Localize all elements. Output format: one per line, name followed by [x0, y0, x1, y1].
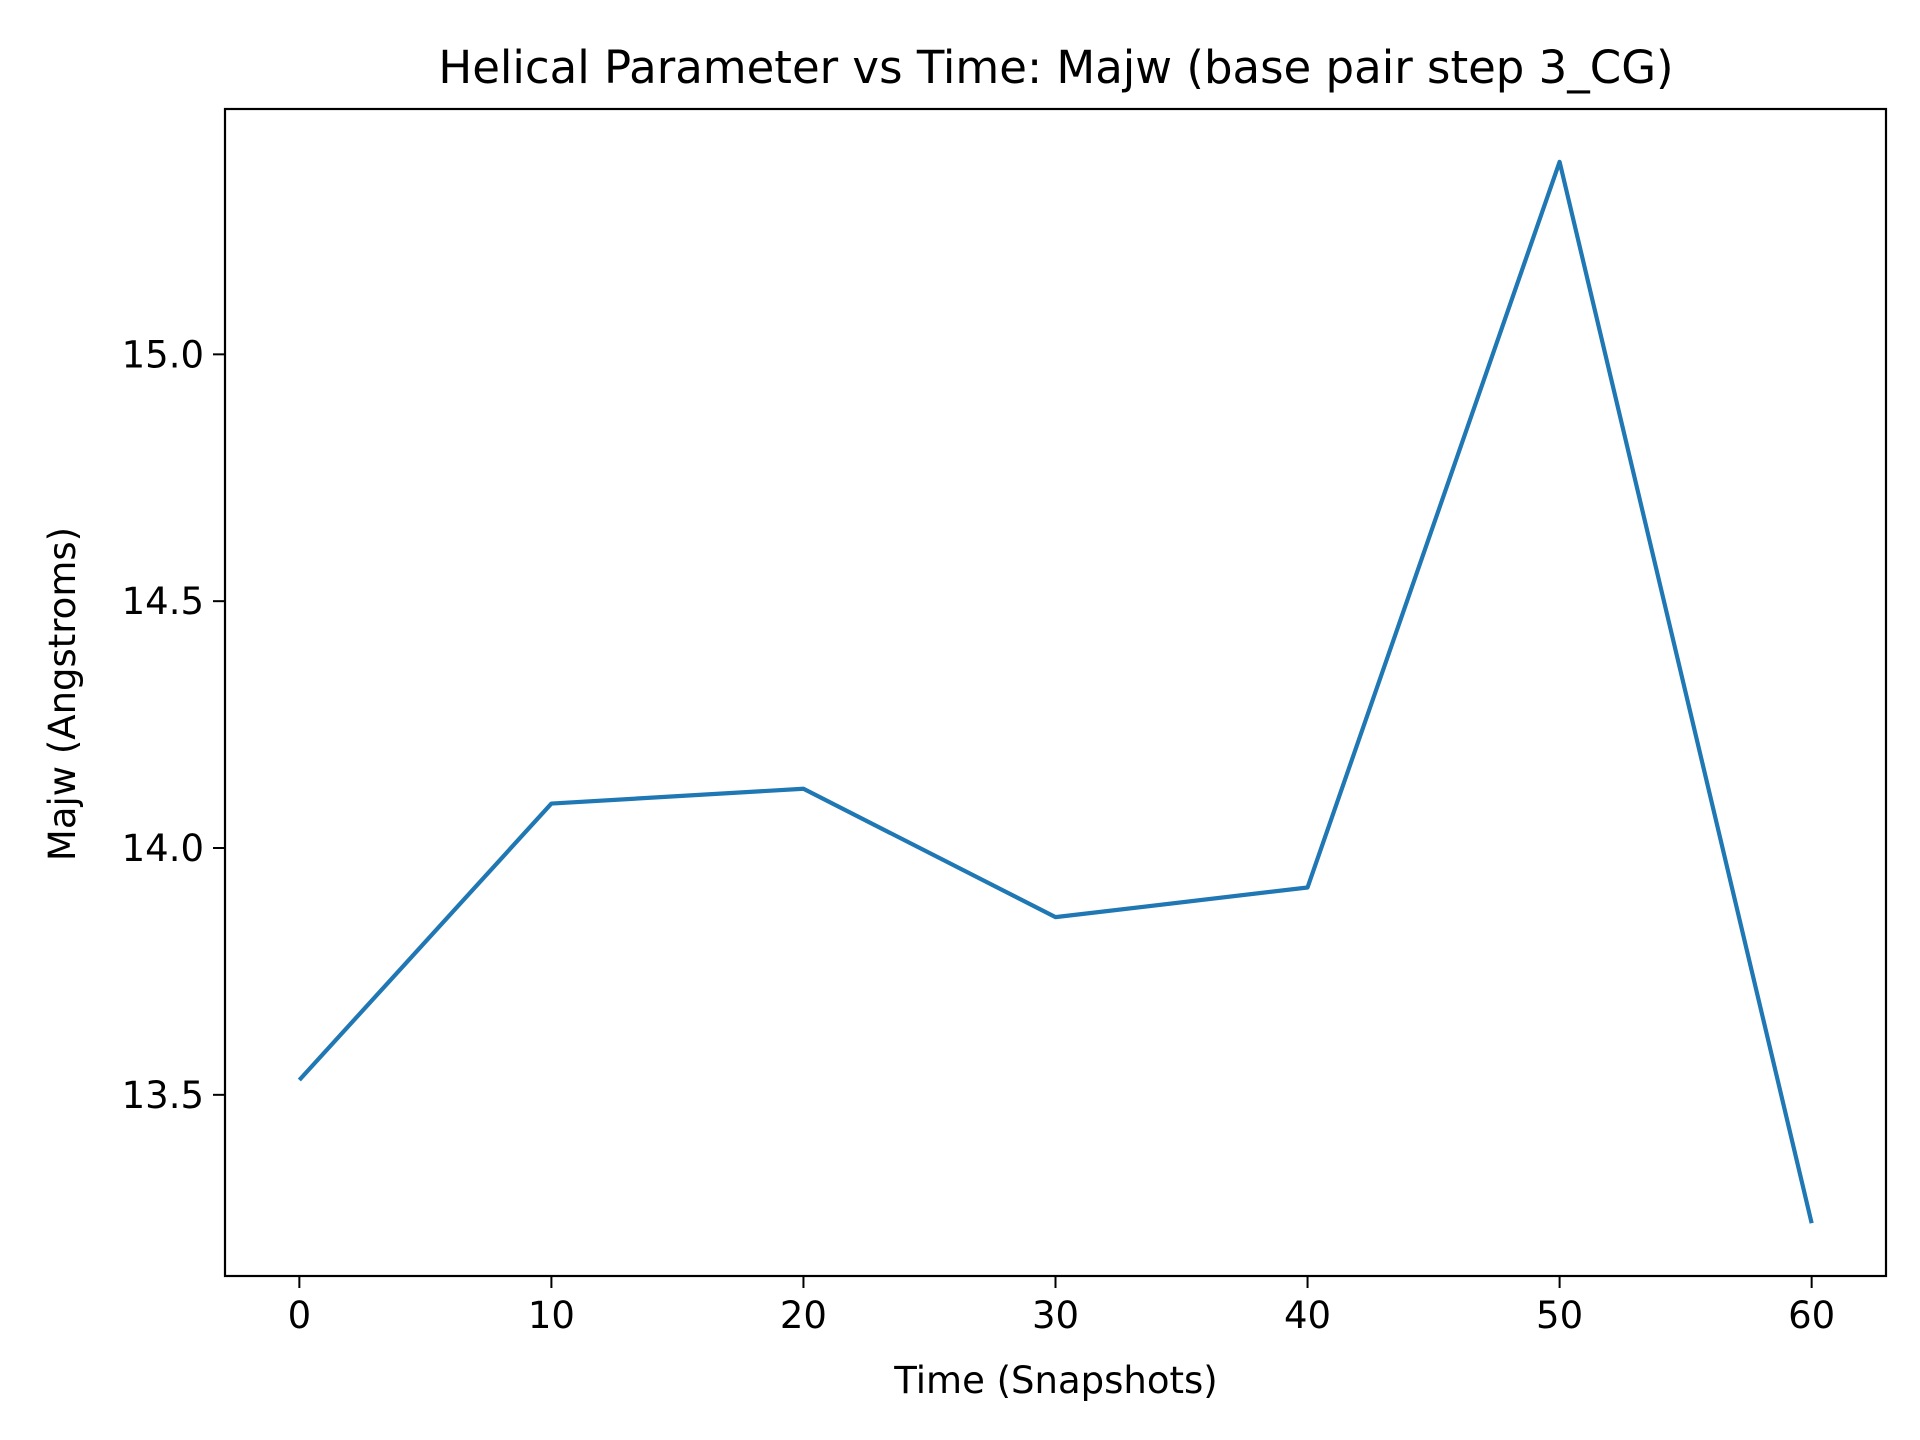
x-tick-label: 40 [1284, 1294, 1331, 1337]
y-axis-ticks: 13.5 14.0 14.5 15.0 [122, 333, 225, 1117]
x-tick-label: 50 [1536, 1294, 1583, 1337]
x-tick-label: 20 [780, 1294, 827, 1337]
chart-title: Helical Parameter vs Time: Majw (base pa… [438, 41, 1673, 94]
x-tick-label: 30 [1032, 1294, 1079, 1337]
x-axis-label: Time (Snapshots) [893, 1359, 1217, 1402]
y-tick-label: 14.0 [122, 827, 204, 870]
y-tick-label: 14.5 [122, 580, 204, 623]
x-tick-label: 10 [528, 1294, 575, 1337]
axes-frame [223, 107, 1888, 1278]
x-tick-label: 0 [288, 1294, 312, 1337]
x-axis-ticks: 0 10 20 30 40 50 60 [288, 1276, 1835, 1337]
y-axis-label: Majw (Angstroms) [41, 527, 84, 861]
y-tick-label: 15.0 [122, 333, 204, 376]
plot-area [297, 159, 1814, 1224]
y-tick-label: 13.5 [122, 1074, 204, 1117]
x-tick-label: 60 [1788, 1294, 1835, 1337]
